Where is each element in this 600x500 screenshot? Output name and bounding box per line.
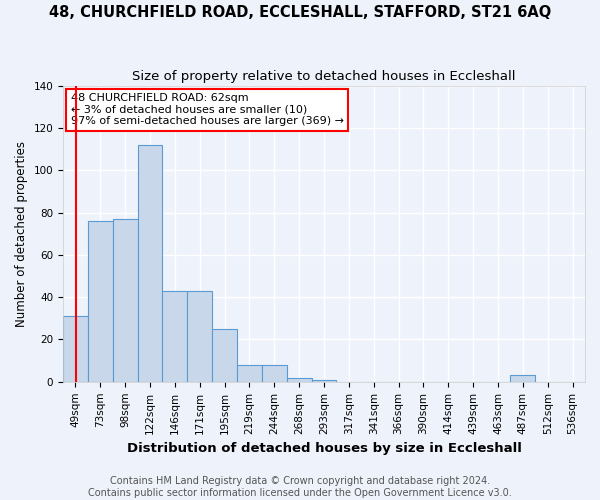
Bar	[163, 291, 187, 382]
Bar	[311, 380, 337, 382]
Bar	[511, 376, 535, 382]
Bar	[137, 145, 163, 382]
Bar	[63, 316, 88, 382]
Bar	[88, 221, 113, 382]
Text: 48 CHURCHFIELD ROAD: 62sqm
← 3% of detached houses are smaller (10)
97% of semi-: 48 CHURCHFIELD ROAD: 62sqm ← 3% of detac…	[71, 93, 344, 126]
Y-axis label: Number of detached properties: Number of detached properties	[15, 140, 28, 326]
Bar	[262, 365, 287, 382]
Title: Size of property relative to detached houses in Eccleshall: Size of property relative to detached ho…	[132, 70, 516, 83]
Text: 48, CHURCHFIELD ROAD, ECCLESHALL, STAFFORD, ST21 6AQ: 48, CHURCHFIELD ROAD, ECCLESHALL, STAFFO…	[49, 5, 551, 20]
Bar	[287, 378, 311, 382]
Bar	[113, 219, 137, 382]
Bar	[212, 329, 237, 382]
Bar	[187, 291, 212, 382]
Bar	[237, 365, 262, 382]
Text: Contains HM Land Registry data © Crown copyright and database right 2024.
Contai: Contains HM Land Registry data © Crown c…	[88, 476, 512, 498]
X-axis label: Distribution of detached houses by size in Eccleshall: Distribution of detached houses by size …	[127, 442, 521, 455]
